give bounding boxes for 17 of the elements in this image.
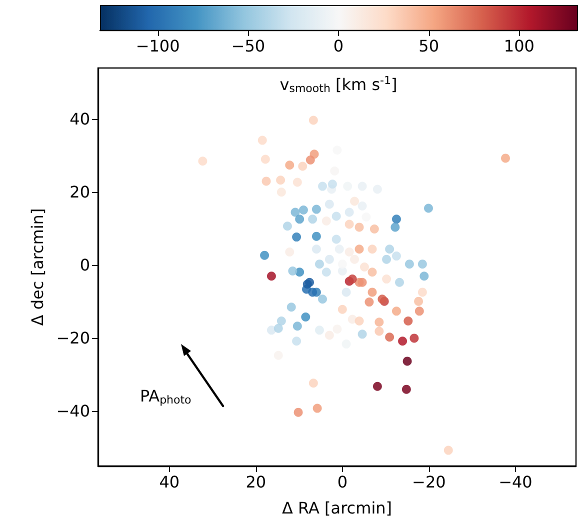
y-tick-label: −40 <box>56 402 90 421</box>
y-tick-label: 20 <box>70 182 90 202</box>
x-tick-label: 40 <box>159 472 180 492</box>
y-tick-label: 0 <box>80 256 90 275</box>
y-tick-label: −20 <box>56 328 90 348</box>
color-bar-label: −50 <box>231 36 266 56</box>
color-bar-label: −100 <box>136 36 180 56</box>
x-tick-label: −40 <box>498 472 532 492</box>
y-tick-label: 40 <box>70 110 90 129</box>
x-axis-title: Δ RA [arcmin] <box>282 498 392 518</box>
color-bar-label: 100 <box>504 36 534 56</box>
x-tick-label: 0 <box>337 472 348 492</box>
x-tick-label: −20 <box>412 472 446 492</box>
color-bar-label: 0 <box>333 36 344 56</box>
color-bar-label: 50 <box>418 36 440 56</box>
x-tick-label: 20 <box>246 472 266 492</box>
y-axis-title: Δ dec [arcmin] <box>28 208 47 326</box>
